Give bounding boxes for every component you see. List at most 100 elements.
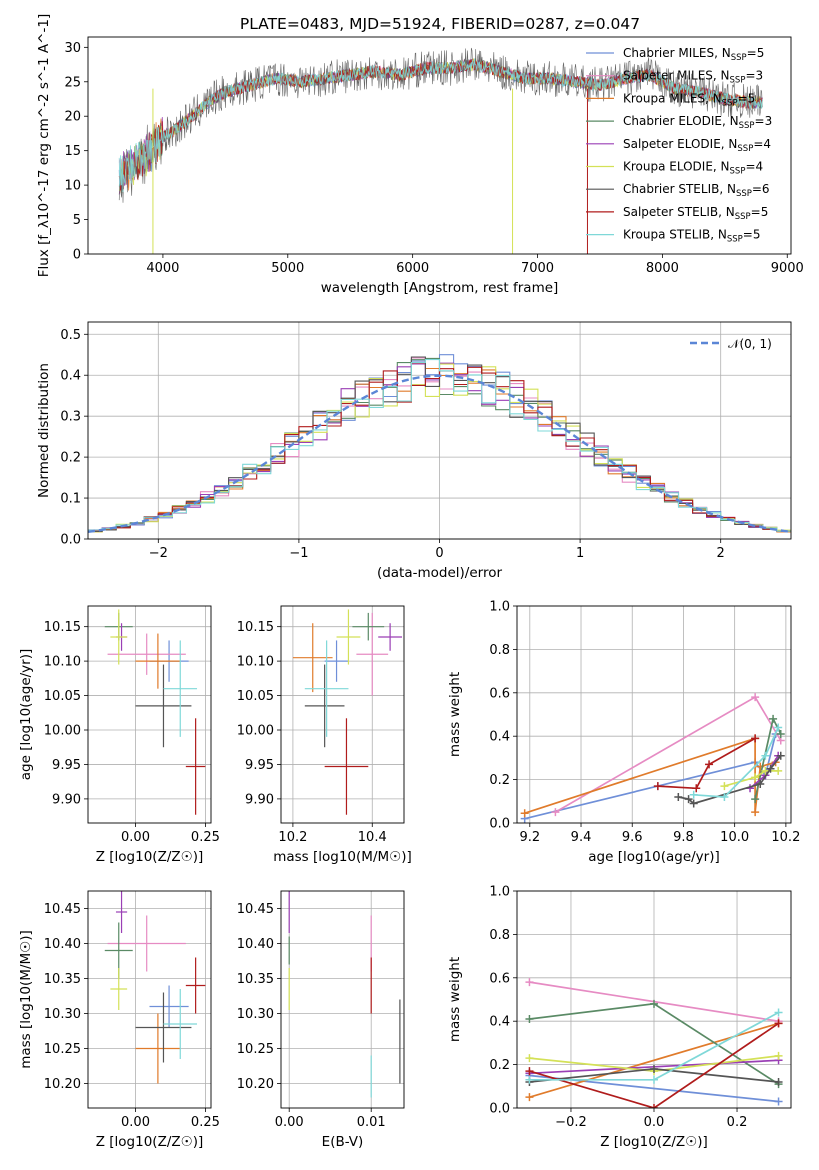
weight-marker — [720, 782, 729, 791]
weight-marker — [674, 792, 683, 801]
y-tick-label: 10.25 — [44, 1042, 81, 1057]
weight-marker — [705, 760, 714, 769]
weight-marker — [776, 730, 785, 739]
legend-label: Kroupa ELODIE, NSSP=4 — [623, 160, 763, 177]
x-tick-label: 9.2 — [519, 830, 540, 845]
weight-marker — [776, 751, 785, 760]
y-tick-label: 10.15 — [44, 620, 81, 635]
plot-body-age-vs-mass — [292, 609, 403, 815]
weight-marker — [720, 792, 729, 801]
y-axis-label-spectrum: Flux [f_λ10^-17 erg cm^-2 s^-1 A^-1] — [36, 14, 52, 277]
axes-massweight-vs-Z: −0.2 0.0 0.2 0.0 0.2 0.4 0.6 0.8 1.0 — [489, 885, 791, 1130]
plot-frame-spectrum — [87, 36, 792, 255]
y-tick-label: 0.2 — [489, 773, 510, 788]
x-tick-label: 4000 — [146, 261, 179, 276]
x-tick-label: 2 — [717, 546, 725, 561]
x-tick-label: 0.00 — [275, 1115, 304, 1130]
plot-body-spectrum — [118, 47, 763, 254]
x-tick-label: 6000 — [396, 261, 429, 276]
x-tick-label: 9.4 — [571, 830, 592, 845]
y-tick-label: 9.95 — [245, 758, 274, 773]
weight-marker — [653, 782, 662, 791]
y-tick-label: 10.45 — [44, 902, 81, 917]
weight-marker — [774, 1008, 783, 1017]
weight-marker — [525, 1054, 534, 1063]
y-tick-label: 10.20 — [44, 1077, 81, 1092]
weight-line — [693, 727, 779, 798]
weight-marker — [551, 808, 560, 817]
weight-marker — [774, 1097, 783, 1106]
y-tick-label: 10.05 — [44, 689, 81, 704]
x-axis-label-spectrum: wavelength [Angstrom, rest frame] — [321, 280, 559, 296]
legend-label: Salpeter ELODIE, NSSP=4 — [623, 137, 771, 154]
y-tick-label: 0.2 — [60, 451, 81, 466]
y-axis-label-age-vs-Z: age [log10(age/yr)] — [18, 649, 34, 781]
y-tick-label: 15 — [64, 144, 81, 159]
y-tick-label: 0.6 — [489, 971, 510, 986]
weight-marker — [766, 764, 775, 773]
weight-marker — [751, 693, 760, 702]
weight-marker — [761, 751, 770, 760]
y-tick-label: 0.0 — [489, 817, 510, 832]
x-axis-label-residuals: (data-model)/error — [377, 565, 503, 581]
y-tick-label: 10.25 — [237, 1042, 274, 1057]
y-tick-label: 9.90 — [52, 792, 81, 807]
axes-mass-vs-Z: 0.00 0.25 10.20 10.25 10.30 10.35 10.40 10.45 — [44, 891, 220, 1130]
y-tick-label: 30 — [64, 41, 81, 56]
plot-body-mass-vs-ebv — [288, 891, 401, 1098]
weight-marker — [650, 1075, 658, 1084]
y-tick-label: 0.4 — [489, 1015, 510, 1030]
y-tick-label: 25 — [64, 75, 81, 90]
y-tick-label: 10.20 — [237, 1077, 274, 1092]
y-tick-label: 1.0 — [489, 885, 510, 900]
x-tick-label: 10.2 — [771, 830, 800, 845]
y-tick-label: 10 — [64, 179, 81, 194]
plot-frame-residuals — [87, 321, 792, 540]
y-tick-label: 10.40 — [237, 937, 274, 952]
legend-spectrum: Chabrier MILES, NSSP=5 Salpeter MILES, NS… — [586, 46, 772, 245]
y-tick-label: 10.15 — [237, 620, 274, 635]
x-tick-label: 9.6 — [622, 830, 643, 845]
weight-marker — [774, 766, 783, 775]
y-tick-label: 0.4 — [489, 730, 510, 745]
x-tick-label: 9000 — [771, 261, 804, 276]
x-tick-label: 0 — [435, 546, 443, 561]
plot-body-massweight-vs-Z — [525, 978, 783, 1108]
plot-frame-mass-vs-ebv — [280, 890, 405, 1109]
x-tick-label: 0.2 — [727, 1115, 748, 1130]
legend-label: Kroupa STELIB, NSSP=5 — [623, 228, 761, 245]
y-tick-label: 0.5 — [60, 328, 81, 343]
plot-frame-age-vs-Z — [87, 605, 212, 824]
y-tick-label: 10.35 — [44, 972, 81, 987]
weight-marker — [520, 809, 529, 818]
weight-line — [529, 1022, 779, 1108]
x-tick-label: 0.0 — [644, 1115, 665, 1130]
x-tick-label: −1 — [289, 546, 308, 561]
x-tick-label: −2 — [149, 546, 168, 561]
x-tick-label: 0.00 — [121, 1115, 150, 1130]
axes-massweight-vs-age: 9.2 9.4 9.6 9.8 10.0 10.2 0.0 0.2 0.4 0.6 0.8 1.0 — [489, 600, 800, 846]
y-tick-label: 10.30 — [237, 1007, 274, 1022]
weight-marker — [525, 978, 534, 987]
axes-mass-vs-ebv: 0.00 0.01 10.20 10.25 10.30 10.35 10.40 10.45 — [237, 891, 404, 1130]
plot-frame-age-vs-mass — [280, 605, 405, 824]
y-tick-label: 10.45 — [237, 902, 274, 917]
weight-marker — [525, 1067, 534, 1076]
weight-marker — [689, 790, 698, 799]
axes-spectrum: 4000 5000 6000 7000 8000 9000 0 5 10 15 20 25 30 — [64, 41, 803, 276]
x-tick-label: 10.0 — [720, 830, 749, 845]
weight-marker — [769, 714, 778, 723]
x-axis-label-mass-vs-ebv: E(B-V) — [322, 1134, 364, 1150]
weight-line — [554, 695, 782, 813]
x-axis-label-massweight-vs-Z: Z [log10(Z/Z☉)] — [600, 1134, 708, 1150]
y-tick-label: 9.95 — [52, 758, 81, 773]
y-tick-label: 10.00 — [237, 724, 274, 739]
histogram-steps — [88, 359, 791, 532]
x-tick-label: 1 — [576, 546, 584, 561]
weight-marker — [751, 808, 760, 817]
plot-frame-mass-vs-Z — [87, 890, 212, 1109]
x-tick-label: 5000 — [271, 261, 304, 276]
y-tick-label: 0.6 — [489, 686, 510, 701]
y-tick-label: 10.30 — [44, 1007, 81, 1022]
